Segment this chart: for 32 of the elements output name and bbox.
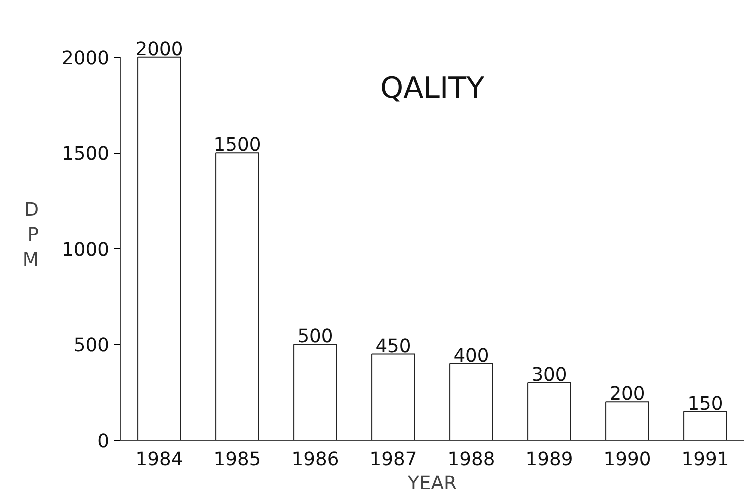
bar <box>450 363 494 440</box>
data-label: 200 <box>610 384 646 406</box>
bar <box>294 344 338 440</box>
data-label: 1500 <box>214 135 262 156</box>
bar <box>684 411 728 440</box>
data-label: 150 <box>688 394 724 415</box>
bar <box>216 152 260 440</box>
bar <box>138 56 182 440</box>
x-tick-label: 1990 <box>604 450 652 470</box>
x-axis-title: YEAR <box>407 474 457 494</box>
data-label: 400 <box>454 346 490 367</box>
bar <box>606 402 650 440</box>
x-tick-label: 1988 <box>448 450 496 470</box>
x-tick-label: 1984 <box>136 450 184 470</box>
text: QALITY <box>380 71 485 106</box>
data-label: 450 <box>376 336 412 358</box>
y-tick-label: 0 <box>98 432 110 452</box>
data-label: 500 <box>298 326 334 348</box>
bar <box>372 354 416 440</box>
data-label: 300 <box>532 365 568 386</box>
x-tick-label: 1986 <box>292 450 340 470</box>
y-tick-label: 2000 <box>62 48 110 70</box>
x-tick-label: 1985 <box>214 450 262 470</box>
y-axis-title: DPM <box>22 200 40 272</box>
x-tick-label: 1991 <box>682 450 730 470</box>
y-tick-label: 500 <box>74 336 110 357</box>
y-tick-label: 1000 <box>62 240 110 261</box>
x-tick-label: 1987 <box>370 450 418 470</box>
data-label: 2000 <box>136 39 184 60</box>
x-tick-label: 1989 <box>526 450 574 470</box>
bar <box>528 382 572 440</box>
y-tick-label: 1500 <box>62 144 110 166</box>
